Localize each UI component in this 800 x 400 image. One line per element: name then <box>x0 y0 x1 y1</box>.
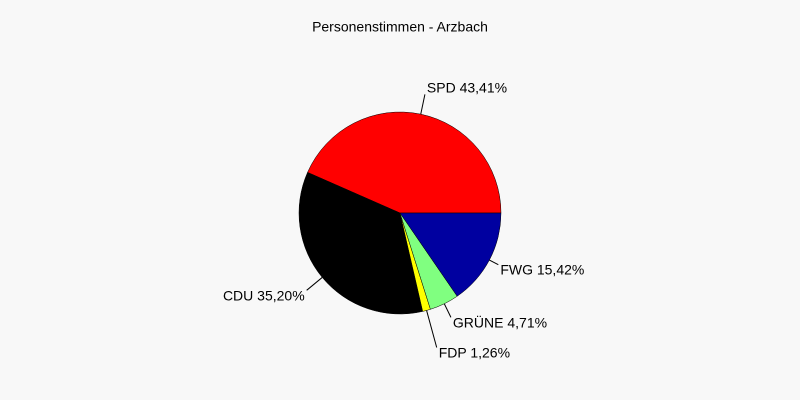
pie-slice <box>307 111 502 214</box>
slice-label: FDP 1,26% <box>439 344 510 360</box>
leader-line <box>306 277 323 291</box>
slice-value-label: 4,71% <box>507 314 547 330</box>
leader-line <box>489 259 499 266</box>
slice-category: GRÜNE <box>453 313 504 330</box>
slice-label: GRÜNE 4,71% <box>453 313 547 330</box>
slice-value-label: 35,20% <box>257 287 304 303</box>
slice-value-label: 43,41% <box>460 79 507 95</box>
slice-value-label: 15,42% <box>537 261 584 277</box>
slice-label: SPD 43,41% <box>427 79 507 95</box>
slice-value-label: 1,26% <box>470 344 510 360</box>
slice-label: FWG 15,42% <box>500 261 584 277</box>
slice-label: CDU 35,20% <box>223 287 305 303</box>
leader-line <box>426 310 438 348</box>
chart-title: Personenstimmen - Arzbach <box>312 19 488 35</box>
leader-line <box>420 94 426 115</box>
pie-slice <box>298 172 424 315</box>
slice-category: CDU <box>223 287 253 303</box>
slice-category: FDP <box>439 344 467 360</box>
slice-category: SPD <box>427 79 456 95</box>
slice-category: FWG <box>500 261 533 277</box>
leader-line <box>443 303 452 318</box>
